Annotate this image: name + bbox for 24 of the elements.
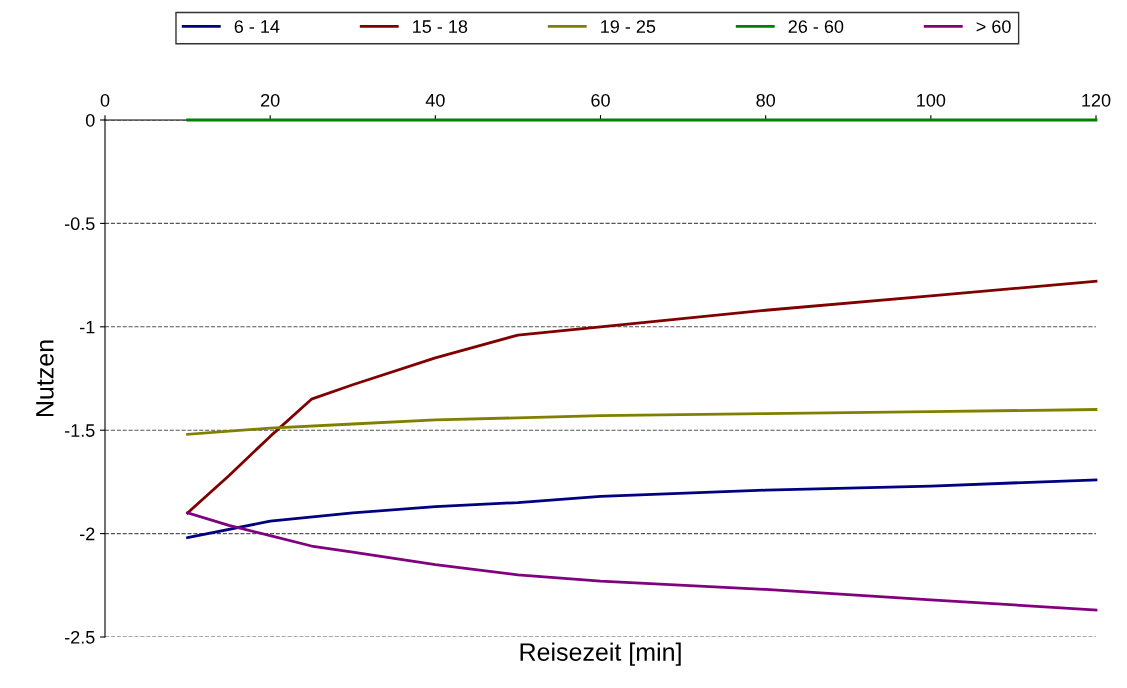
x-tick-label: 20 [261,93,280,107]
legend-label: 26 - 60 [788,20,844,33]
line-series [186,478,1098,540]
x-tick-label: 0 [100,93,110,107]
line-series [186,511,1098,612]
y-tick-label: -2.5 [64,630,95,644]
x-axis-title: Reisezeit [min] [520,642,681,666]
x-tick-label: 80 [756,93,775,107]
legend-label: 19 - 25 [601,20,656,33]
y-tick-label: -0.5 [64,217,95,231]
line-series [186,408,1098,436]
legend-label: 6 - 14 [234,20,280,33]
line-series [186,279,1098,515]
x-tick-label: 40 [425,93,445,107]
x-tick-label: 60 [591,93,610,107]
y-axis-title: Nutzen [36,340,54,417]
y-tick-label: 0 [85,113,95,127]
y-tick-label: -2 [80,527,95,541]
y-tick-label: -1 [80,320,95,334]
legend-label: 15 - 18 [413,20,468,33]
x-tick-label: 120 [1082,93,1111,107]
legend-label: > 60 [976,20,1011,33]
y-tick-label: -1.5 [64,424,95,437]
x-tick-label: 100 [917,93,946,107]
